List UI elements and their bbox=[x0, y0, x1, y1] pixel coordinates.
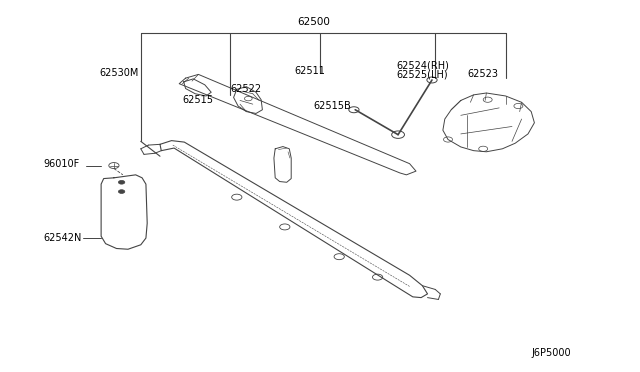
Text: 62522: 62522 bbox=[230, 84, 262, 94]
Text: 62511: 62511 bbox=[294, 66, 325, 76]
Circle shape bbox=[118, 190, 125, 193]
Text: 96010F: 96010F bbox=[44, 159, 80, 169]
Text: 62525(LH): 62525(LH) bbox=[397, 70, 449, 79]
Text: 62524(RH): 62524(RH) bbox=[397, 60, 450, 70]
Text: 62523: 62523 bbox=[467, 70, 498, 79]
Text: 62530M: 62530M bbox=[99, 68, 139, 77]
Text: 62542N: 62542N bbox=[44, 233, 82, 243]
Text: 62515: 62515 bbox=[182, 96, 213, 105]
Text: J6P5000: J6P5000 bbox=[531, 349, 571, 358]
Text: 62515B: 62515B bbox=[314, 101, 351, 111]
Circle shape bbox=[118, 180, 125, 184]
Text: 62500: 62500 bbox=[297, 17, 330, 26]
